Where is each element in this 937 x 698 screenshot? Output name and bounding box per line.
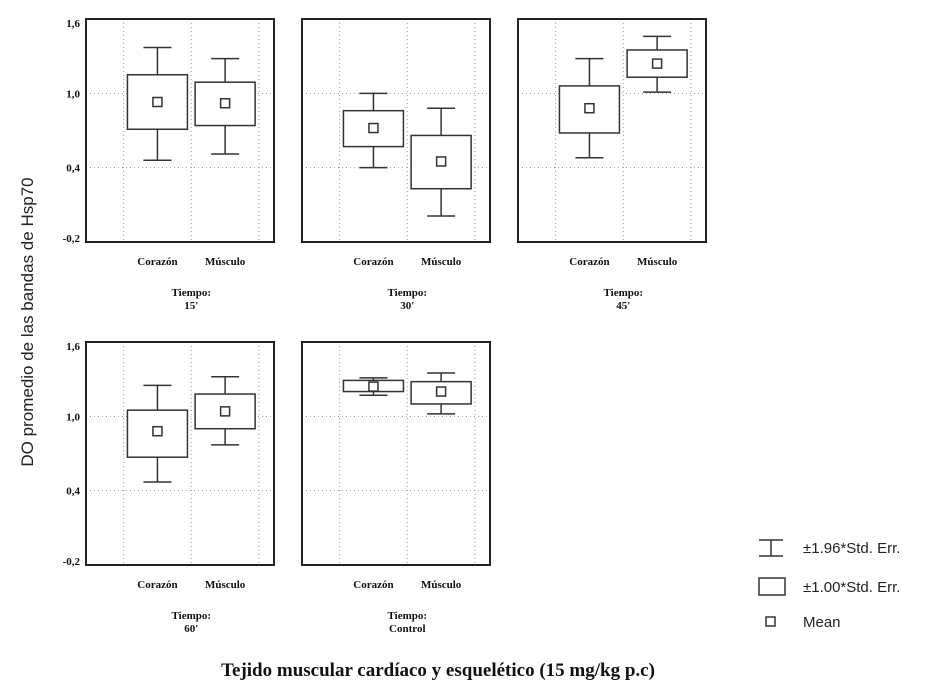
y-tick-label: 1,0 [66,411,80,423]
mean-marker [368,122,379,134]
panel-time-label: Control [389,623,425,635]
panel-time-label: 15' [184,300,198,312]
y-tick-label: 1,0 [66,88,80,100]
y-tick-label: 1,6 [66,341,80,353]
category-label: Músculo [421,256,462,268]
mean-marker [152,96,163,108]
legend-label: ±1.96*Std. Err. [803,540,900,557]
panel-time-label: 45' [616,300,630,312]
mean-marker [219,97,231,109]
legend-item-whisker: ±1.96*Std. Err. [759,539,900,557]
legend-mean-symbol [765,616,776,627]
panel-1: Corazón Músculo Tiempo:15' -0,2 0,4 1,0 1,6 [63,18,275,312]
panel-frame [85,341,275,566]
mean-marker [651,58,663,69]
y-tick-label: 0,4 [66,163,80,175]
panel-4: Corazón Músculo Tiempo:60' -0,2 0,4 1,0 1,6 [63,341,275,635]
category-label: Músculo [637,256,678,268]
x-axis-label: Tejido muscular cardíaco y esquelético (… [221,660,655,681]
category-label: Corazón [137,579,177,591]
category-label: Corazón [353,256,393,268]
category-label: Corazón [353,579,393,591]
category-label: Músculo [205,579,246,591]
panel-frame [85,18,275,243]
category-label: Corazón [569,256,609,268]
panel-frame [517,18,707,243]
se-box [194,393,256,430]
y-tick-label: -0,2 [63,556,81,568]
panel-group-label: Tiempo: [388,610,428,622]
legend-item-mean: Mean [765,614,841,631]
panel-2: Corazón Músculo Tiempo:30' [301,18,491,312]
panel-group-label: Tiempo: [172,287,212,299]
legend-label: Mean [803,614,841,631]
mean-marker [584,102,595,114]
legend-item-box: ±1.00*Std. Err. [758,577,900,596]
se-box [126,409,189,458]
legend: ±1.96*Std. Err. ±1.00*Std. Err. Mean [758,539,900,631]
panel-time-label: 60' [184,623,198,635]
mean-marker [219,406,231,417]
mean-marker [368,381,379,392]
panel-5: Corazón Músculo Tiempo:Control [301,341,491,635]
panel-group-label: Tiempo: [388,287,428,299]
category-label: Músculo [205,256,246,268]
panels-layer: Corazón MúsculoTiempo:15'-0,20,41,01,6Cor… [63,18,707,635]
panel-time-label: 30' [400,300,414,312]
mean-marker [435,386,447,397]
category-label: Músculo [421,579,462,591]
category-label: Corazón [137,256,177,268]
mean-marker [152,425,163,437]
legend-label: ±1.00*Std. Err. [803,579,900,596]
y-tick-label: 0,4 [66,486,80,498]
panel-3: Corazón Músculo Tiempo:45' [517,18,707,312]
panel-frame [301,341,491,566]
mean-marker [435,156,447,167]
panel-group-label: Tiempo: [172,610,212,622]
y-tick-label: -0,2 [63,233,81,245]
y-tick-label: 1,6 [66,18,80,30]
panel-group-label: Tiempo: [604,287,644,299]
legend-box-symbol [758,577,786,596]
panel-frame [301,18,491,243]
y-axis-label: DO promedio de las bandas de Hsp70 [18,177,37,466]
